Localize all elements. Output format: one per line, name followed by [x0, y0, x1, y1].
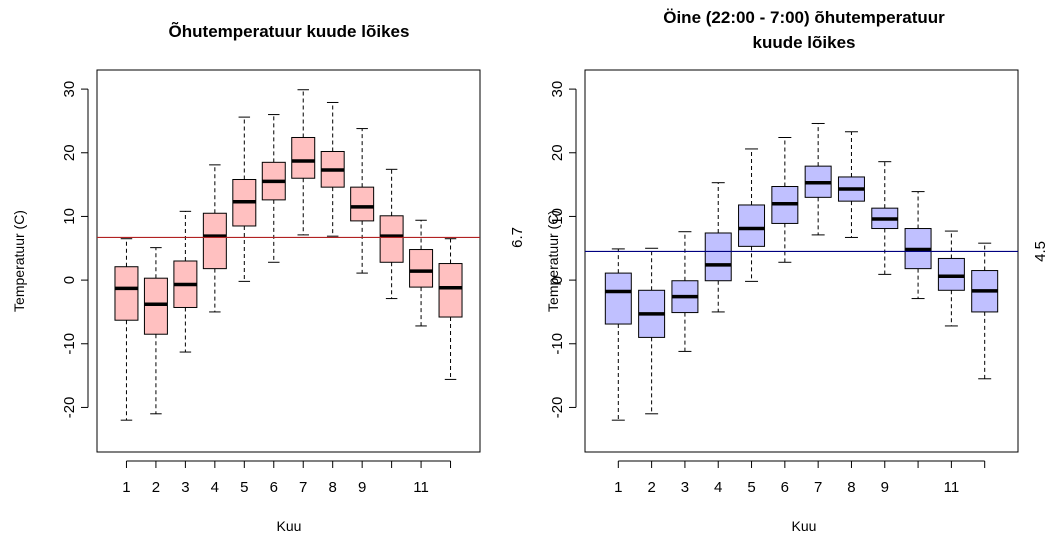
y-tick-label: 30 [61, 81, 78, 98]
x-tick-label: 9 [881, 479, 889, 496]
x-axis-label: Kuu [792, 518, 817, 534]
x-tick-label: 2 [647, 479, 655, 496]
iqr-box [379, 215, 404, 263]
iqr-box [438, 263, 463, 318]
iqr-box [143, 277, 168, 335]
box-month-8 [837, 131, 865, 238]
box-month-12 [971, 242, 999, 380]
x-tick-label: 1 [122, 479, 130, 496]
chart-title-line: kuude lõikes [753, 33, 856, 52]
mean-reference-label: 4.5 [1032, 241, 1049, 262]
x-axis-label: Kuu [277, 518, 302, 534]
x-tick-label: 4 [211, 479, 219, 496]
iqr-box [604, 272, 632, 325]
y-tick-label: 30 [549, 81, 566, 98]
box-month-7 [291, 89, 316, 236]
x-tick-label: 11 [413, 479, 429, 496]
y-tick-label: 0 [61, 276, 78, 284]
box-month-10 [904, 191, 932, 300]
x-tick-label: 7 [814, 479, 822, 496]
x-tick-label: 11 [944, 479, 960, 496]
iqr-box [291, 136, 316, 179]
iqr-box [350, 186, 375, 222]
x-tick-label: 4 [714, 479, 722, 496]
x-tick-label: 3 [681, 479, 689, 496]
y-tick-label: -10 [61, 333, 78, 355]
night-air-temperature-by-month-chart: Öine (22:00 - 7:00) õhutemperatuur kuude … [545, 8, 1049, 534]
x-tick-label: 2 [152, 479, 160, 496]
plot-frame [96, 69, 481, 453]
iqr-box [202, 212, 227, 270]
x-tick-label: 1 [614, 479, 622, 496]
x-tick-label: 8 [329, 479, 337, 496]
y-tick-label: -20 [549, 397, 566, 419]
iqr-box [409, 249, 434, 288]
box-month-10 [379, 168, 404, 300]
y-axis-label: Temperatuur (C) [545, 210, 561, 312]
box-month-5 [738, 148, 766, 282]
x-tick-label: 6 [781, 479, 789, 496]
y-tick-label: -20 [61, 397, 78, 419]
box-month-9 [350, 128, 375, 274]
iqr-box [114, 266, 139, 321]
iqr-box [738, 204, 766, 247]
box-month-6 [771, 136, 799, 263]
box-month-6 [261, 114, 286, 263]
box-month-11 [937, 230, 965, 327]
y-tick-label: 10 [549, 208, 566, 225]
y-tick-label: 0 [549, 276, 566, 284]
iqr-box [937, 257, 965, 291]
box-month-7 [804, 122, 832, 236]
iqr-box [704, 232, 732, 282]
x-tick-label: 3 [181, 479, 189, 496]
chart-title-line: Öine (22:00 - 7:00) õhutemperatuur [663, 8, 945, 27]
box-month-3 [173, 210, 198, 353]
box-month-4 [704, 182, 732, 313]
box-month-2 [143, 247, 168, 415]
x-tick-label: 7 [299, 479, 307, 496]
x-tick-label: 5 [240, 479, 248, 496]
y-tick-label: 20 [549, 144, 566, 161]
box-month-3 [671, 231, 699, 352]
x-tick-label: 9 [358, 479, 366, 496]
box-month-1 [114, 238, 139, 421]
box-month-12 [438, 238, 463, 380]
box-month-2 [638, 247, 666, 415]
box-month-4 [202, 164, 227, 313]
x-tick-label: 5 [747, 479, 755, 496]
y-tick-label: 20 [61, 144, 78, 161]
mean-reference-label: 6.7 [509, 227, 526, 248]
box-month-5 [232, 116, 257, 282]
y-tick-label: -10 [549, 333, 566, 355]
box-month-1 [604, 248, 632, 421]
x-tick-label: 6 [270, 479, 278, 496]
plot-frame [584, 69, 1019, 453]
box-month-9 [871, 161, 899, 275]
box-month-11 [409, 219, 434, 327]
air-temperature-by-month-chart: Õhutemperatuur kuude lõikes -20 -10 0 10 20 30… [11, 21, 526, 534]
chart-title-line: Õhutemperatuur kuude lõikes [169, 21, 410, 41]
x-tick-label: 8 [847, 479, 855, 496]
box-month-8 [320, 101, 345, 237]
y-axis-label: Temperatuur (C) [11, 210, 27, 312]
y-tick-label: 10 [61, 208, 78, 225]
